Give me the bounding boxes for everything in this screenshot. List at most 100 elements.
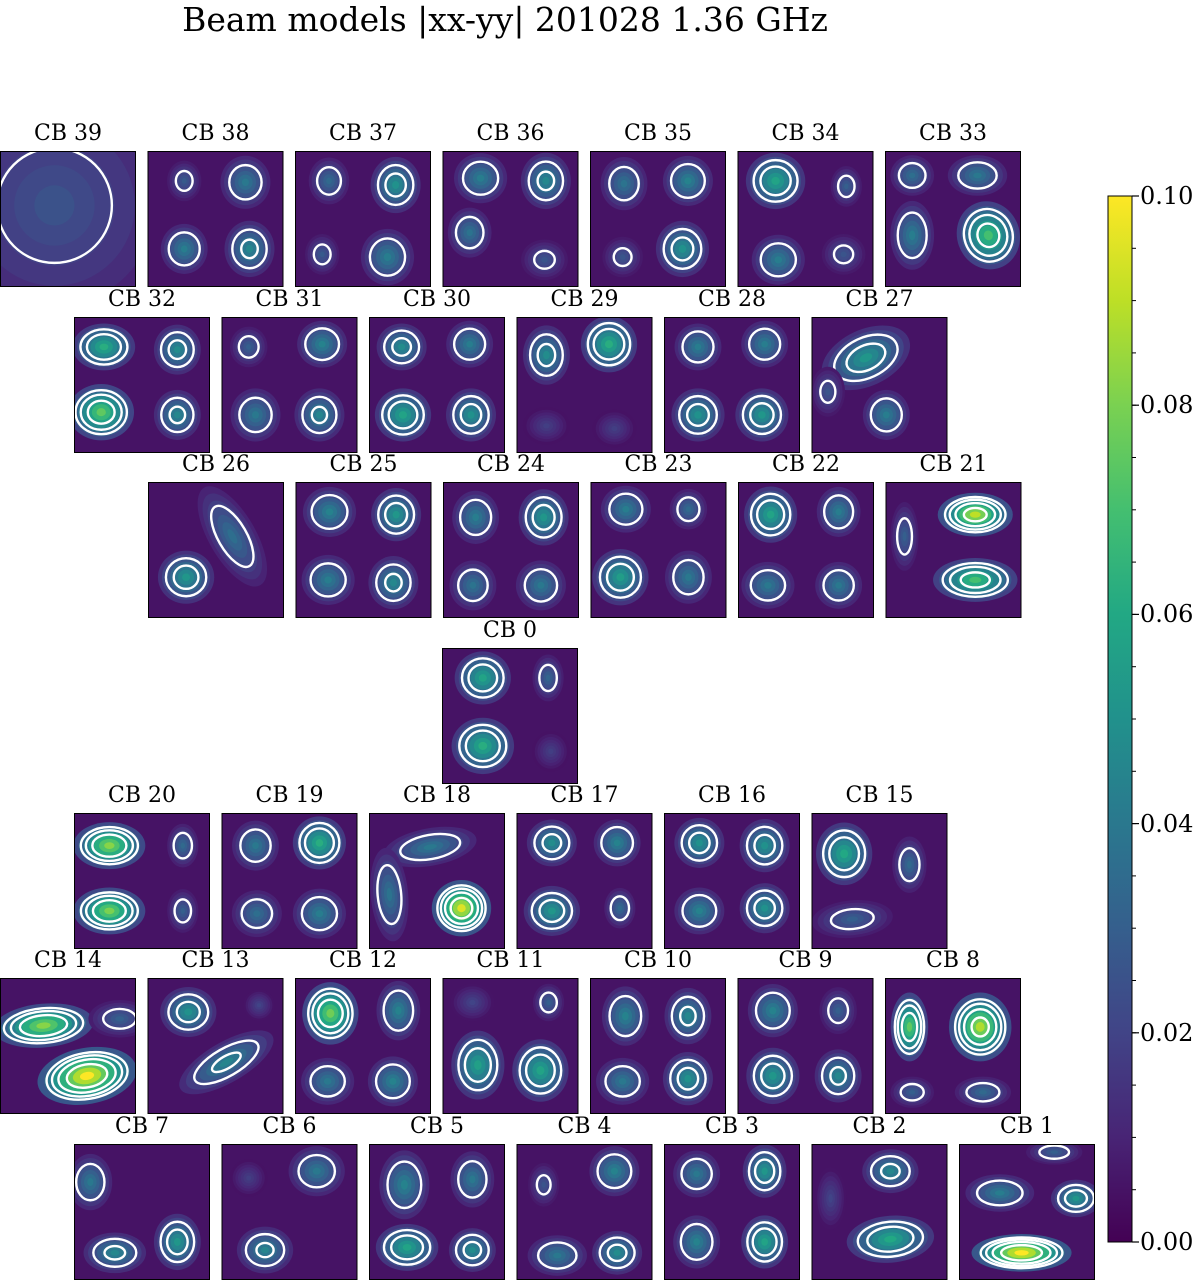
panel-label-cb-27: CB 27 <box>845 287 914 312</box>
contour-line <box>1056 1183 1095 1214</box>
heatmap-blob-fill <box>694 343 702 351</box>
heatmap-blob-fill <box>315 910 324 918</box>
contour-line <box>608 165 640 202</box>
contour-line <box>893 998 926 1056</box>
heatmap-blob-fill <box>546 999 551 1006</box>
contour-line <box>456 568 489 603</box>
panel-label-cb-7: CB 7 <box>115 1114 169 1139</box>
contour-line <box>459 402 483 427</box>
contour-line <box>380 394 426 436</box>
contour-line <box>752 1054 794 1098</box>
contour-line <box>457 1159 488 1199</box>
panel-frame <box>74 317 210 453</box>
contour-line <box>957 1002 1003 1052</box>
panel-cb-10 <box>590 978 726 1114</box>
heatmap-blob-fill <box>541 1181 546 1188</box>
heatmap-blob-fill <box>34 185 75 226</box>
panel-cb-18 <box>369 813 505 949</box>
contour-line <box>461 160 500 196</box>
contour-line <box>436 884 487 933</box>
heatmap-blob-fill <box>536 1066 545 1075</box>
contour-line <box>533 249 556 270</box>
contour-line <box>536 342 557 368</box>
contour-line <box>749 569 787 602</box>
panel-label-cb-20: CB 20 <box>108 783 176 808</box>
panel-cb-4 <box>516 1144 653 1280</box>
contour-line <box>959 571 992 589</box>
contour-line <box>518 1046 563 1095</box>
heatmap-blob-fill <box>36 1022 51 1029</box>
panel-cb-30 <box>369 317 505 453</box>
heatmap-blob-fill <box>99 343 109 351</box>
contour-line <box>65 1062 109 1089</box>
contour-line <box>747 327 782 361</box>
colorbar-tick-label: 0.04 <box>1140 809 1194 838</box>
heatmap-blob-fill <box>859 353 873 363</box>
contour-line <box>376 163 415 207</box>
contour-line <box>523 568 559 603</box>
contour-line <box>528 333 564 378</box>
heatmap-blob-fill <box>383 253 392 262</box>
panel-frame <box>295 482 432 618</box>
heatmap-blob-fill <box>478 674 487 682</box>
heatmap-blob-fill <box>840 849 849 859</box>
heatmap-blob-fill <box>541 256 548 263</box>
panel-label-cb-24: CB 24 <box>477 452 545 477</box>
contour-line <box>970 1016 991 1038</box>
contour-line <box>605 562 636 592</box>
contour-line <box>962 1008 998 1046</box>
contour-line <box>829 907 875 931</box>
contour-line <box>240 898 274 930</box>
contour-line <box>382 989 415 1032</box>
panel-frame <box>811 317 948 453</box>
contour-line <box>609 895 631 922</box>
contour-line <box>458 498 493 537</box>
heatmap-blob-fill <box>398 411 408 419</box>
heatmap-blob-fill <box>906 1022 913 1032</box>
heatmap-blob-fill <box>693 1238 700 1246</box>
heatmap-blob-fill <box>180 907 186 915</box>
contour-line <box>975 1179 1024 1207</box>
heatmap-blob-fill <box>389 1077 397 1085</box>
heatmap-blob-fill <box>87 1178 94 1187</box>
contour-line <box>670 236 695 262</box>
heatmap-blob-fill <box>1072 1195 1080 1202</box>
heatmap-blob-fill <box>622 505 630 513</box>
heatmap-blob-fill <box>909 230 916 241</box>
panel-frame <box>74 813 210 949</box>
contour-line <box>237 335 260 359</box>
panel-frame <box>516 813 653 949</box>
panel-cb-21 <box>885 482 1022 618</box>
panel-label-cb-38: CB 38 <box>181 121 250 146</box>
contour-line <box>91 833 128 858</box>
heatmap-blob-fill <box>386 887 393 902</box>
heatmap-blob-fill <box>319 251 325 258</box>
panel-cb-29 <box>516 317 653 453</box>
contour-line <box>895 517 914 556</box>
panel-label-cb-34: CB 34 <box>771 121 840 146</box>
panel-label-cb-16: CB 16 <box>698 783 766 808</box>
contour-line <box>79 328 129 366</box>
heatmap-blob-fill <box>104 907 115 915</box>
contour-line <box>670 995 706 1037</box>
contour-line <box>391 336 413 357</box>
panel-label-cb-15: CB 15 <box>845 783 914 808</box>
heatmap-blob-fill <box>474 1060 482 1070</box>
contour-line <box>240 238 259 260</box>
heatmap-blob-fill <box>466 229 473 237</box>
contour-line <box>968 213 1009 257</box>
panel-frame <box>664 1144 800 1280</box>
contour-line <box>943 495 1007 534</box>
heatmap-blob-fill <box>769 1071 777 1080</box>
panel-frame <box>738 482 874 618</box>
contour-line <box>866 1225 915 1253</box>
contour-line <box>524 495 563 539</box>
contour-line <box>751 1227 778 1257</box>
colorbar-ticks <box>1132 195 1139 1243</box>
heatmap-blob-fill <box>761 904 769 912</box>
heatmap-blob-fill <box>180 842 186 849</box>
contour-line <box>159 1220 196 1264</box>
contour-line <box>374 1063 411 1100</box>
panel-cb-1 <box>959 1144 1095 1280</box>
